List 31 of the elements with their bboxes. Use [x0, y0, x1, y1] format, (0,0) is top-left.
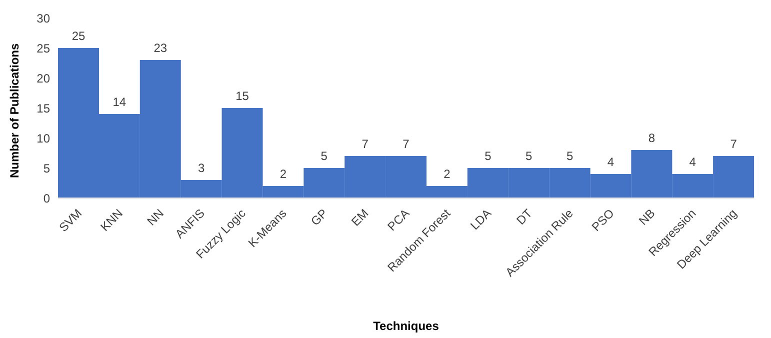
data-label: 3: [198, 161, 205, 175]
data-label: 5: [566, 149, 574, 163]
y-tick-label: 30: [36, 11, 50, 26]
data-label: 2: [444, 167, 451, 181]
y-tick-label: 10: [36, 131, 50, 146]
data-label: 7: [362, 137, 369, 151]
x-tick-label: DT: [514, 206, 536, 228]
data-label: 8: [648, 131, 656, 145]
data-label: 7: [402, 137, 410, 151]
data-label: 4: [607, 155, 614, 169]
data-label: 15: [236, 89, 250, 103]
y-tick-label: 25: [36, 41, 50, 56]
data-label: 2: [280, 167, 287, 181]
data-label: 14: [112, 95, 126, 109]
y-tick-label: 15: [36, 101, 50, 116]
x-tick-label: LDA: [468, 206, 494, 233]
x-axis-title: Techniques: [373, 319, 440, 333]
y-axis-title: Number of Publications: [7, 42, 22, 178]
data-label: 7: [730, 137, 738, 151]
data-label: 25: [72, 29, 86, 43]
data-label: 23: [154, 41, 168, 55]
y-tick-label: 5: [43, 161, 50, 176]
x-tick-label: GP: [308, 206, 330, 228]
y-tick-label: 0: [43, 191, 50, 206]
data-label: 5: [526, 149, 533, 163]
data-label: 4: [689, 155, 696, 169]
y-tick-label: 20: [36, 71, 50, 86]
x-tick-label: NN: [144, 206, 166, 228]
x-tick-label: EM: [348, 206, 372, 229]
data-label: 5: [320, 149, 328, 163]
data-label: 5: [484, 149, 492, 163]
